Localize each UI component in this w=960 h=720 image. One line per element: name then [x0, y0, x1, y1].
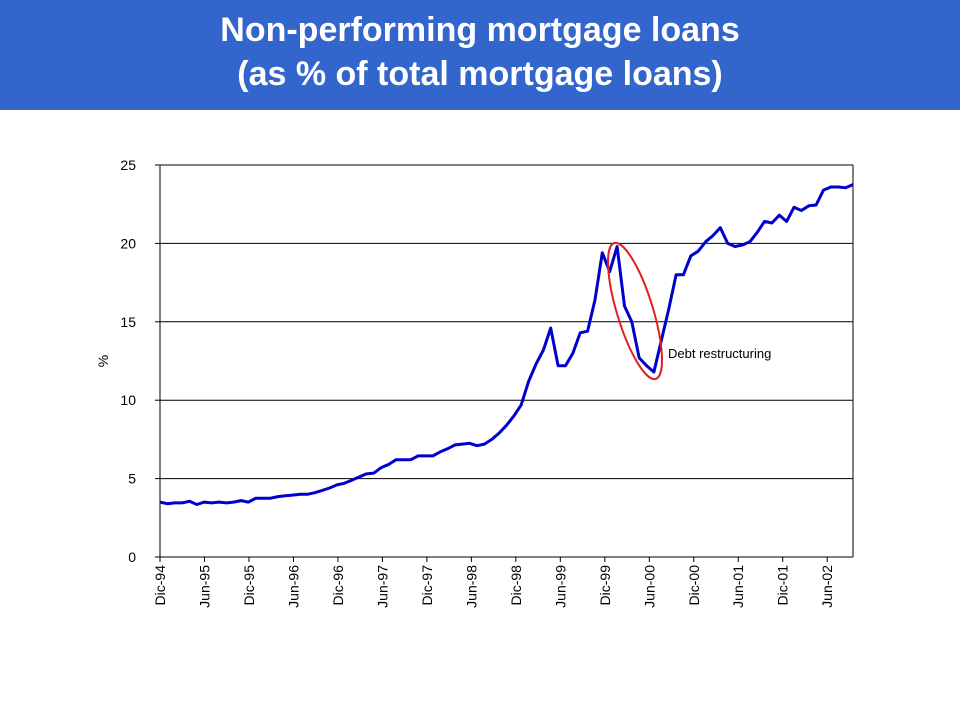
x-tick-label: Dic-99	[597, 565, 613, 606]
x-tick-label: Jun-02	[819, 565, 835, 608]
x-tick-label: Dic-00	[686, 565, 702, 606]
x-tick-label: Dic-97	[419, 565, 435, 606]
x-tick-label: Dic-94	[152, 565, 168, 606]
series-line	[159, 183, 854, 506]
y-tick-label: 25	[120, 157, 136, 173]
x-tick-label: Jun-98	[463, 565, 479, 608]
series-layer	[159, 183, 854, 506]
x-tick-label: Dic-95	[241, 565, 257, 606]
y-tick-label: 0	[128, 549, 136, 565]
annotation-label: Debt restructuring	[668, 346, 771, 361]
title-line-1: Non-performing mortgage loans	[220, 11, 740, 49]
x-tick-label: Dic-01	[775, 565, 791, 606]
x-tick-label: Dic-98	[508, 565, 524, 606]
title-line-2: (as % of total mortgage loans)	[237, 55, 723, 93]
page-title: Non-performing mortgage loans (as % of t…	[0, 8, 960, 96]
y-tick-label: 20	[120, 235, 136, 251]
x-tick-label: Jun-01	[730, 565, 746, 608]
y-tick-label: 5	[128, 471, 136, 487]
x-tick-label: Jun-95	[196, 565, 212, 608]
x-tick-label: Jun-99	[552, 565, 568, 608]
x-tick-label: Dic-96	[330, 565, 346, 606]
x-tick-label: Jun-97	[374, 565, 390, 608]
annotation-ellipse	[607, 241, 663, 381]
y-tick-label: 10	[120, 392, 136, 408]
annotation-layer: Debt restructuring	[607, 241, 771, 381]
x-tick-label: Jun-00	[641, 565, 657, 608]
y-tick-label: 15	[120, 314, 136, 330]
y-axis-label: %	[95, 355, 111, 367]
x-tick-label: Jun-96	[285, 565, 301, 608]
title-banner	[0, 0, 960, 110]
grid-layer	[160, 164, 853, 480]
axis-layer: 0 5 10 15 20 25 Dic-94 Jun-95 Dic-95 Jun-96 Dic-96…	[120, 157, 854, 608]
